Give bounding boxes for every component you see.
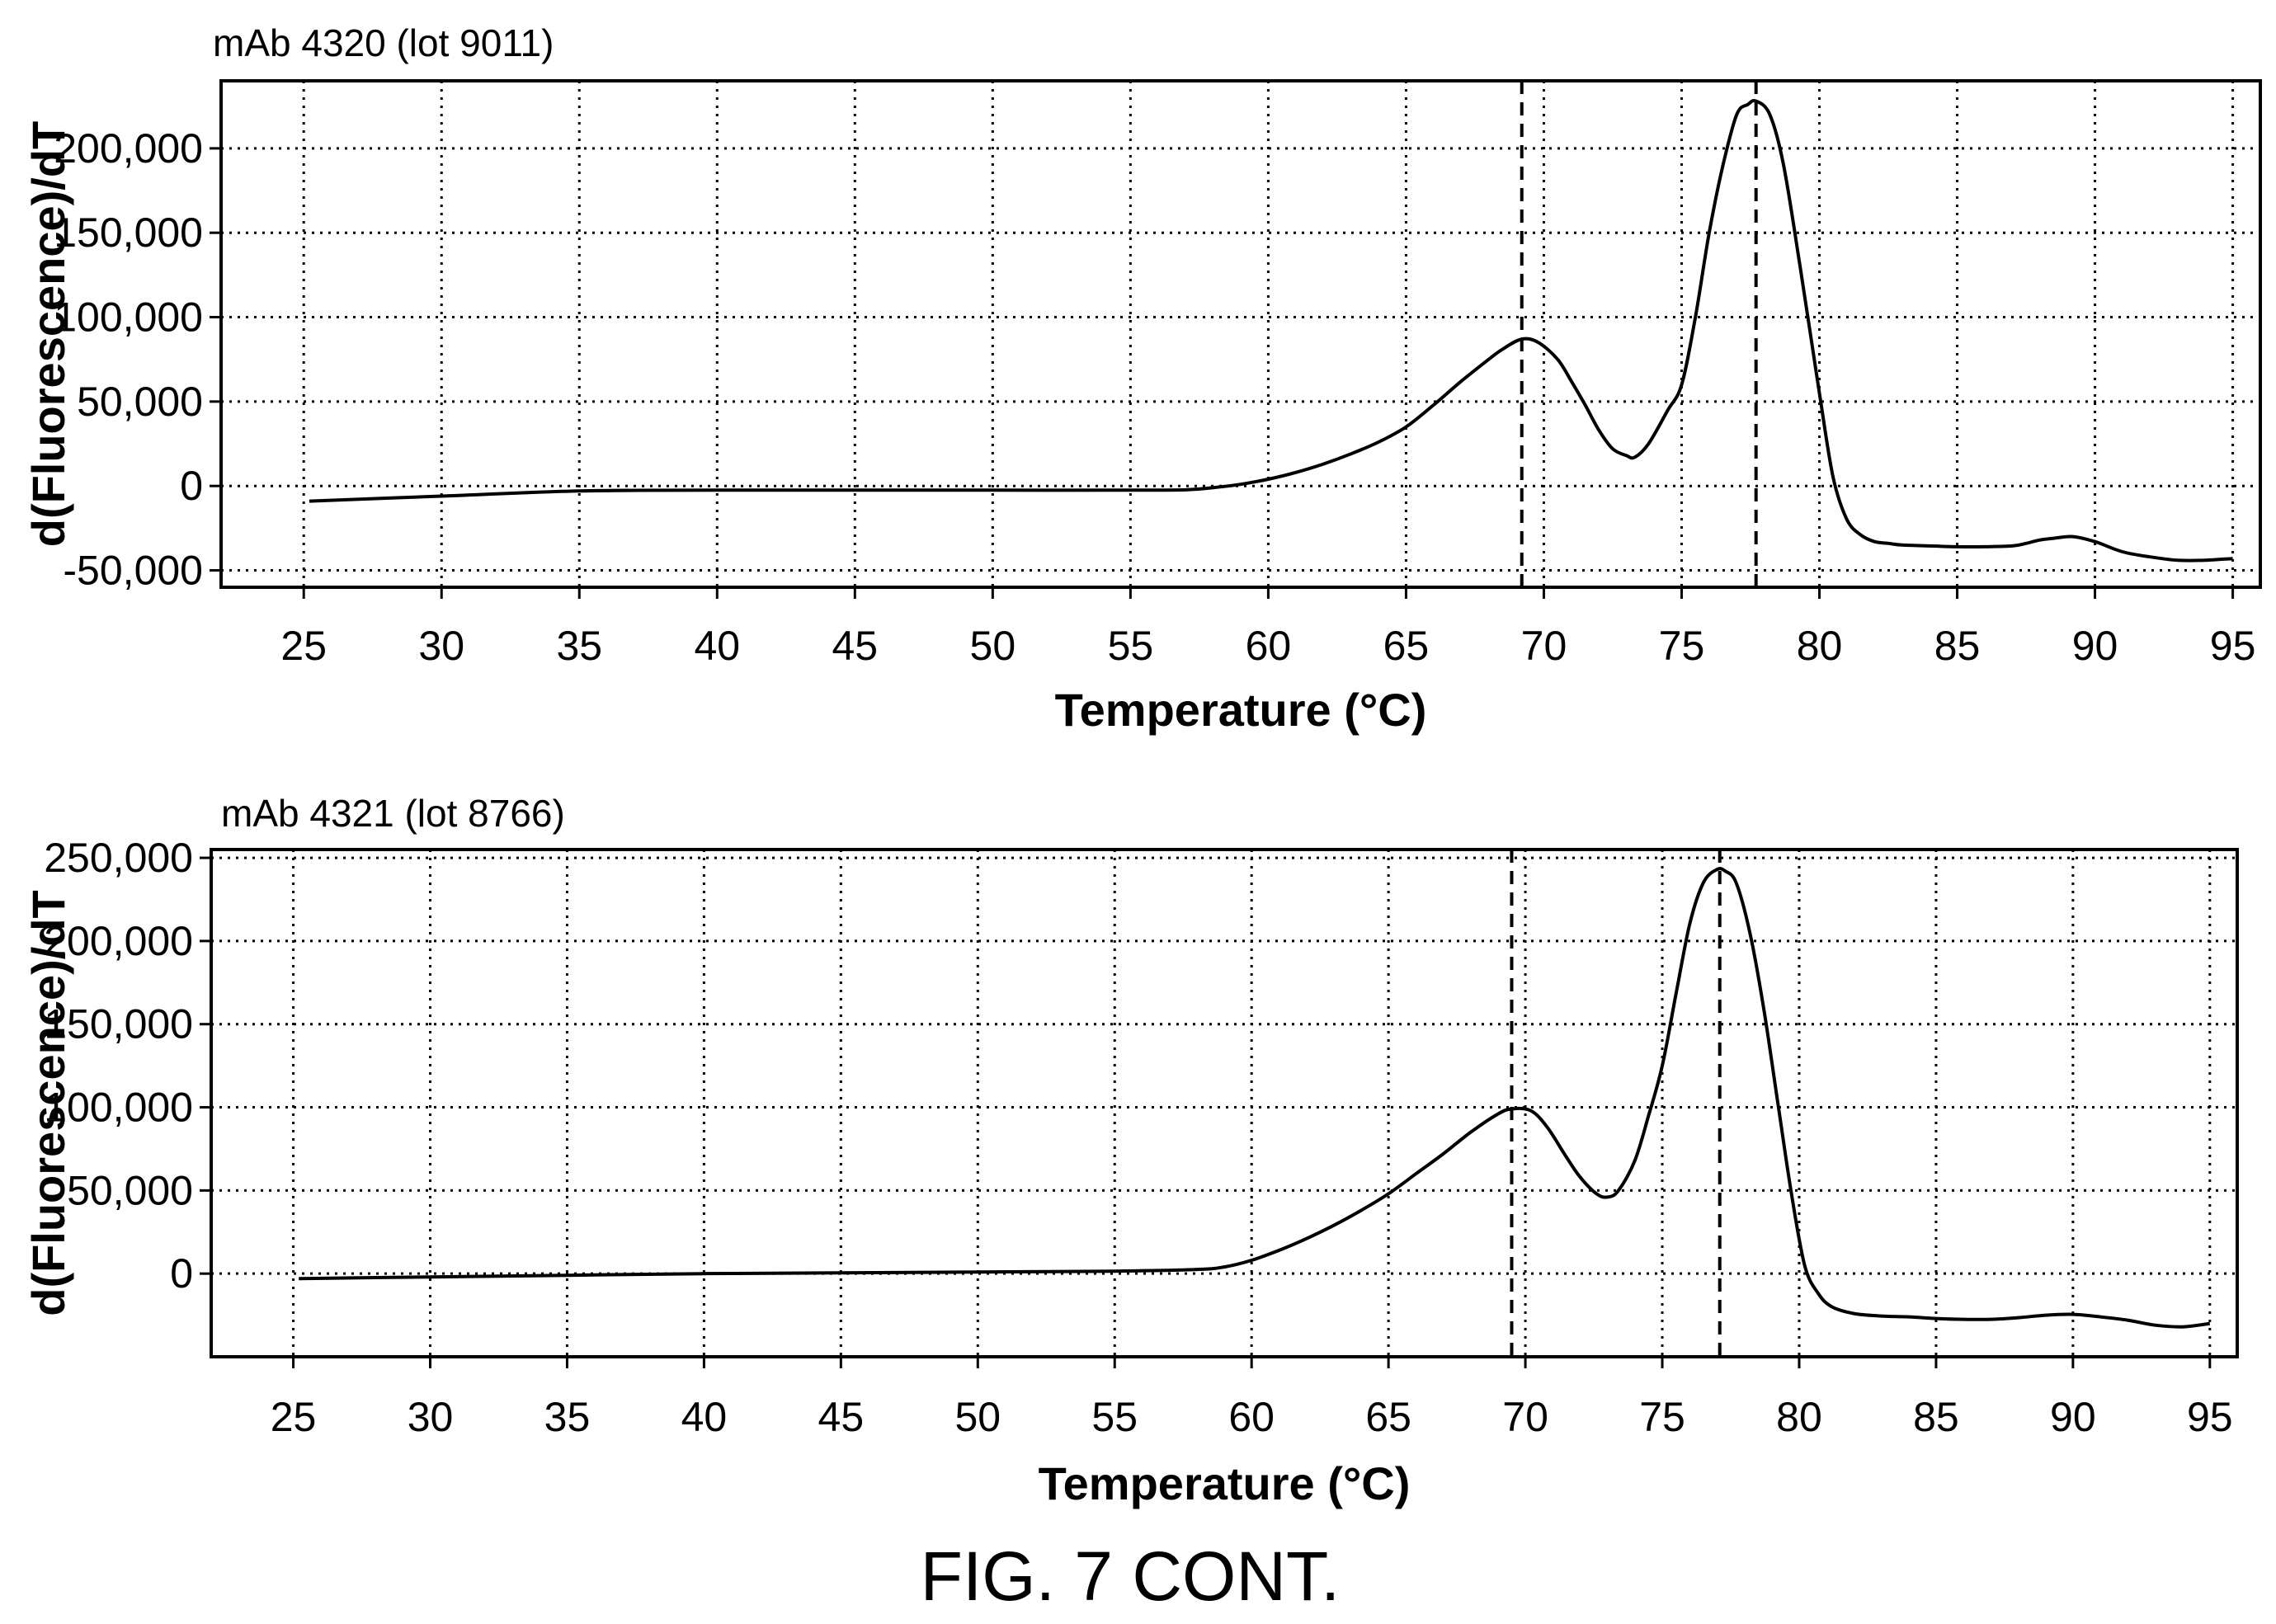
melt-curve-line [309,98,2233,563]
y-tick-label: 0 [180,463,203,509]
x-tick-label: 55 [1091,1394,1138,1440]
x-tick-label: 60 [1246,623,1292,669]
y-tick-label: 50,000 [67,1167,193,1213]
x-tick-label: 60 [1228,1394,1275,1440]
x-tick-label: 90 [2072,623,2118,669]
y-tick-label: 150,000 [44,1001,193,1047]
x-tick-label: 35 [556,623,602,669]
chart-mab-4320: 25 30 35 40 45 50 55 60 65 70 75 80 85 90 95 -50,000 0 50… [22,21,2262,736]
x-tick-label: 95 [2187,1394,2233,1440]
plot-frame [219,79,2262,589]
figure-caption: FIG. 7 CONT. [921,1537,1341,1615]
x-tick-label: 30 [408,1394,454,1440]
x-tick-label: 80 [1776,1394,1822,1440]
x-tick-label: 30 [418,623,464,669]
x-tick-label: 85 [1913,1394,1959,1440]
x-tick-label: 35 [544,1394,591,1440]
y-axis-title: d(Fluorescence)/dT [22,121,74,548]
melt-curve-line [299,867,2211,1329]
chart-mab-4321: 25 30 35 40 45 50 55 60 65 70 75 80 85 90 95 0 50,000 100… [22,792,2239,1509]
x-tick-label: 40 [681,1394,728,1440]
x-tick-label: 50 [954,1394,1001,1440]
x-tick-label: 85 [1934,623,1981,669]
x-tick-label: 70 [1521,623,1567,669]
y-tick-label: 50,000 [77,379,203,425]
y-tick-label: 100,000 [54,294,203,341]
x-axis-title: Temperature (°C) [1055,684,1427,736]
x-tick-label: 50 [970,623,1016,669]
x-tick-label: 90 [2050,1394,2096,1440]
y-tick-label: 150,000 [54,209,203,256]
y-tick-label: 100,000 [44,1085,193,1131]
y-tick-label: 200,000 [44,918,193,964]
x-tick-label: 45 [832,623,879,669]
y-tick-label: 250,000 [44,835,193,881]
x-tick-label: 65 [1383,623,1430,669]
y-tick-label: 0 [170,1250,193,1297]
x-tick-label: 75 [1659,623,1705,669]
x-tick-label: 65 [1365,1394,1411,1440]
y-tick-label: -50,000 [63,548,203,594]
x-tick-label: 25 [271,1394,317,1440]
x-tick-label: 45 [818,1394,865,1440]
x-axis-title: Temperature (°C) [1039,1457,1411,1509]
chart-title: mAb 4320 (lot 9011) [213,21,554,64]
x-tick-label: 25 [280,623,327,669]
x-tick-label: 40 [694,623,740,669]
x-tick-label: 80 [1797,623,1843,669]
x-tick-label: 95 [2210,623,2256,669]
chart-title: mAb 4321 (lot 8766) [221,792,565,835]
plot-frame [210,848,2239,1358]
x-tick-label: 75 [1639,1394,1685,1440]
x-tick-label: 55 [1108,623,1154,669]
y-axis-title: d(Fluorescence)/dT [22,890,74,1316]
x-tick-label: 70 [1502,1394,1548,1440]
y-tick-label: 200,000 [54,125,203,172]
